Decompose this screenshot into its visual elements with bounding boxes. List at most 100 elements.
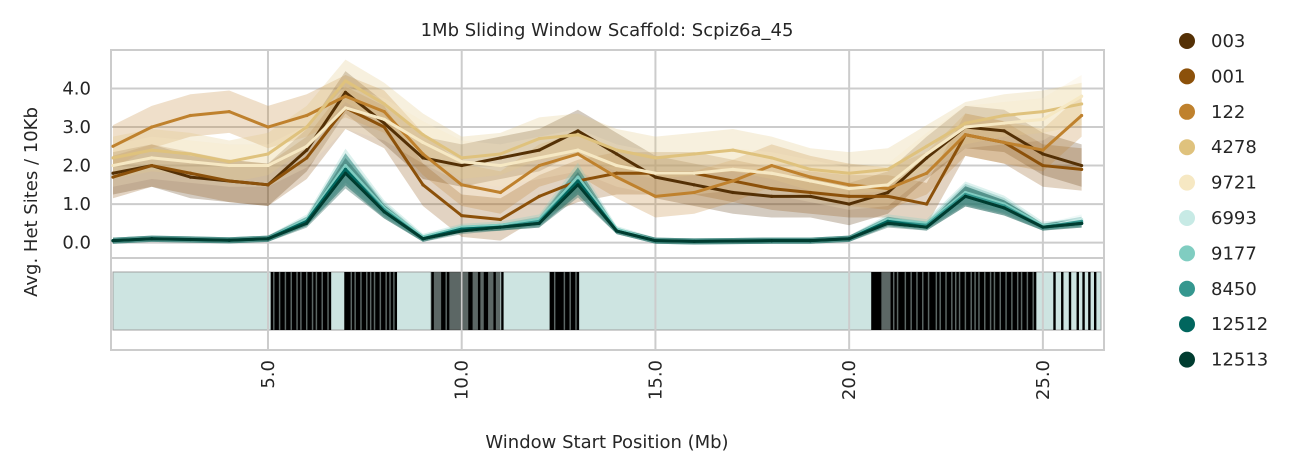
data-point: [615, 163, 619, 168]
data-point: [111, 239, 115, 243]
data-point: [847, 171, 851, 175]
data-point: [886, 183, 890, 187]
data-point: [770, 187, 774, 191]
track-mark: [877, 272, 880, 330]
track-mark: [276, 272, 279, 330]
data-point: [1002, 121, 1006, 125]
track-mark: [348, 272, 351, 330]
track-mark: [917, 272, 921, 330]
track-mark: [483, 272, 487, 330]
data-point: [1080, 94, 1084, 98]
data-point: [731, 167, 735, 172]
data-point: [653, 156, 658, 160]
data-point: [1002, 113, 1006, 118]
data-point: [421, 140, 425, 145]
track-mark: [470, 272, 473, 330]
legend-label: 001: [1211, 66, 1245, 87]
data-point: [615, 229, 619, 233]
track-mark: [313, 272, 316, 330]
track-mark: [319, 272, 322, 330]
track-mark: [555, 272, 558, 330]
legend-label: 8450: [1211, 279, 1257, 300]
track-mark: [878, 272, 882, 330]
data-point: [886, 194, 890, 198]
track-mark: [911, 272, 915, 330]
legend-label: 4278: [1211, 137, 1257, 158]
data-point: [615, 152, 619, 156]
legend-label: 003: [1211, 31, 1245, 52]
track-mark: [919, 272, 923, 330]
data-point: [460, 156, 464, 160]
data-point: [537, 163, 541, 168]
upper-panel-frame: [110, 49, 1105, 259]
data-point: [343, 167, 348, 172]
data-point: [343, 106, 348, 110]
data-point: [847, 237, 851, 241]
data-point: [576, 179, 580, 183]
track-mark: [1082, 272, 1085, 330]
track-mark: [572, 272, 576, 330]
track-mark: [477, 272, 481, 330]
data-point: [770, 239, 774, 243]
data-point: [963, 133, 967, 137]
data-point: [460, 163, 464, 168]
data-point: [576, 183, 580, 187]
data-point: [1080, 113, 1084, 118]
track-mark: [352, 272, 355, 330]
track-mark: [297, 272, 301, 330]
data-point: [692, 190, 696, 195]
track-mark: [1093, 272, 1097, 330]
track-mark: [940, 272, 944, 330]
data-point: [576, 148, 580, 152]
track-mark: [925, 272, 928, 330]
track-mark: [962, 272, 965, 330]
data-point: [1080, 163, 1084, 168]
series-line-9721: [112, 94, 1083, 191]
data-point: [266, 237, 270, 241]
data-point: [305, 221, 309, 225]
legend-marker-8450: [1179, 280, 1195, 297]
track-mark: [317, 272, 320, 330]
data-point: [382, 210, 386, 214]
track-mark: [493, 272, 496, 330]
data-point: [576, 175, 580, 179]
data-point: [305, 156, 309, 160]
data-point: [227, 160, 231, 164]
data-point: [111, 171, 115, 175]
data-point: [382, 121, 386, 125]
data-point: [1041, 110, 1045, 114]
track-mark: [875, 272, 878, 330]
series-lines: [111, 79, 1084, 244]
data-point: [343, 90, 348, 94]
data-point: [1041, 163, 1045, 168]
x-tick-label: 20.0: [839, 360, 860, 400]
data-point: [188, 171, 193, 175]
legend-marker-6993: [1179, 210, 1195, 226]
track-mark: [960, 272, 963, 330]
data-point: [421, 156, 425, 160]
data-point: [227, 110, 231, 114]
track-mark: [1053, 272, 1056, 330]
track-mark: [931, 272, 934, 330]
track-mark: [346, 272, 349, 330]
track-mark: [559, 272, 562, 330]
data-point: [808, 190, 813, 195]
data-point: [537, 148, 541, 152]
track-mark: [908, 272, 911, 330]
track-mark: [1002, 272, 1006, 330]
data-point: [886, 187, 890, 191]
data-point: [847, 202, 851, 206]
series-line-12513: [112, 171, 1082, 243]
lower-track-marks: [270, 272, 1097, 330]
data-point: [692, 239, 696, 244]
data-point: [615, 171, 619, 175]
data-point: [266, 125, 270, 129]
track-mark: [1030, 272, 1033, 330]
legend-label: 9177: [1211, 243, 1257, 264]
data-point: [653, 175, 658, 179]
legend-label: 9721: [1211, 173, 1257, 194]
data-point: [537, 194, 541, 198]
data-point: [343, 163, 348, 168]
track-mark: [1008, 272, 1012, 330]
